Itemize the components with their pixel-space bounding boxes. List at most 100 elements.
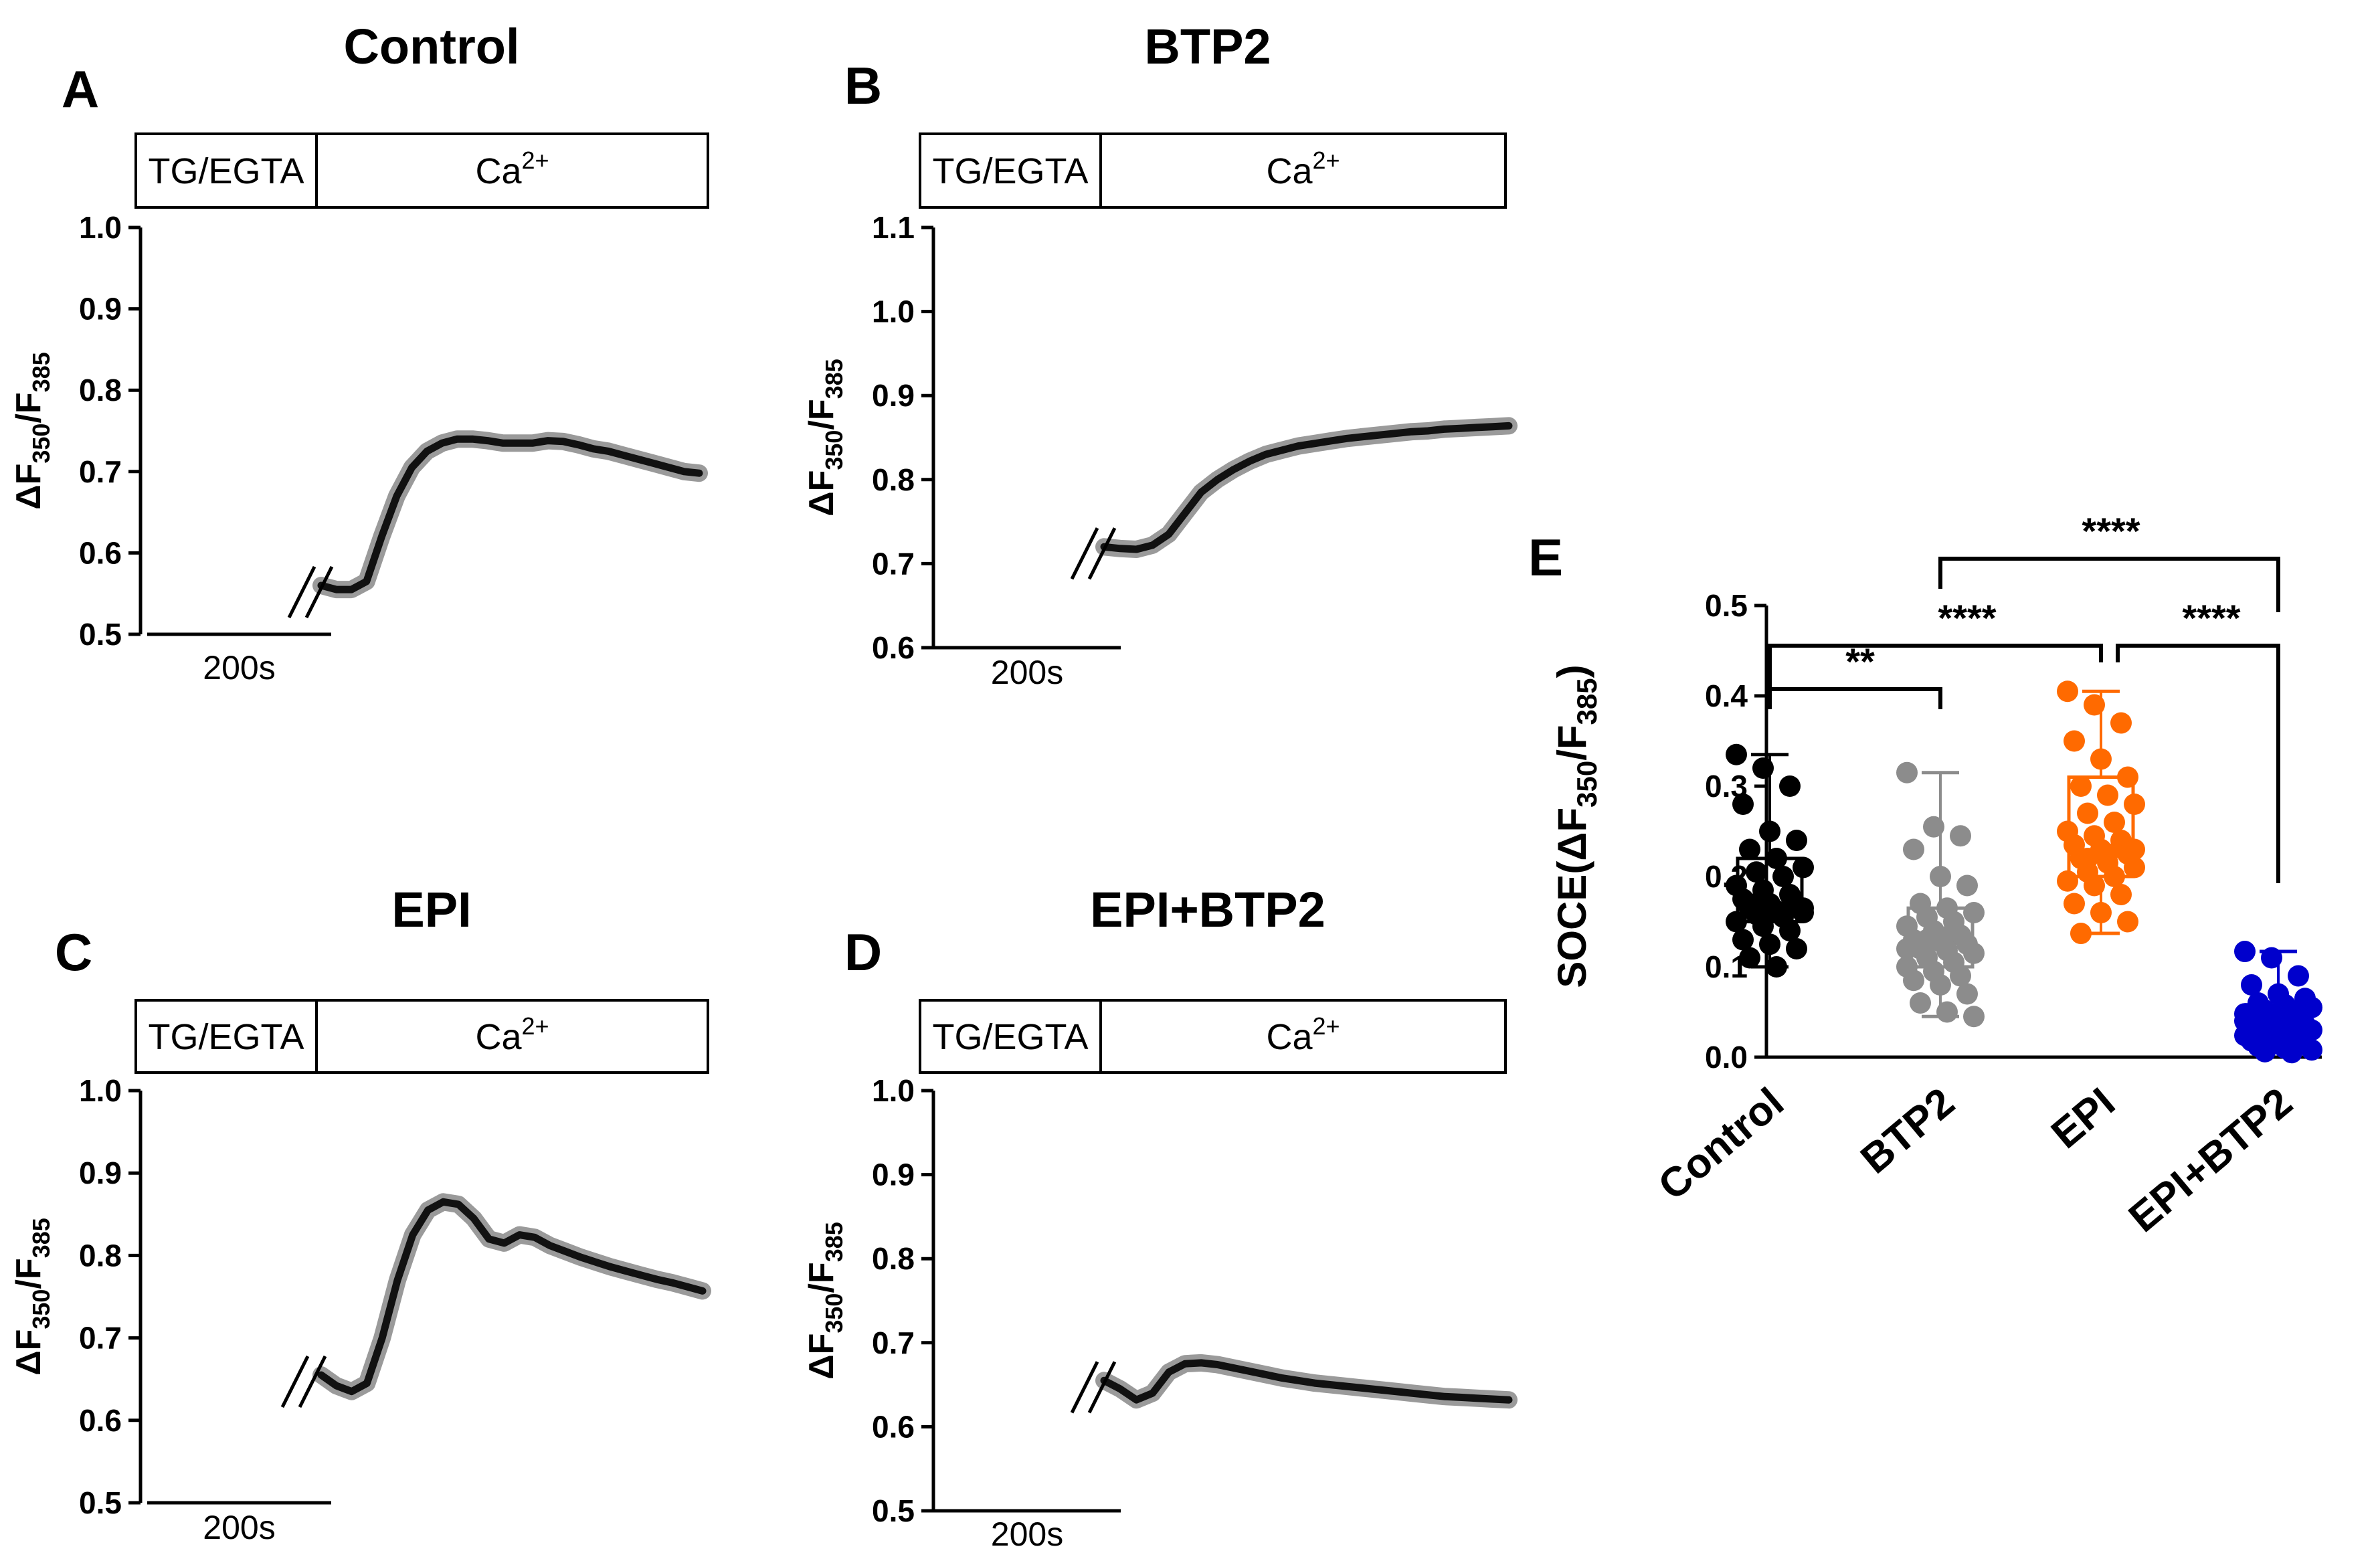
category-label: EPI+BTP2: [2120, 1079, 2301, 1241]
data-point: [2070, 775, 2092, 797]
data-point: [2281, 1042, 2302, 1064]
y-axis-label: ΔF350/F385: [9, 1218, 55, 1376]
protocol-bar: [919, 999, 1507, 1074]
data-point: [2064, 893, 2085, 915]
panel-d: D EPI+BTP2 TG/EGTA Ca2+ 0.5 0.6 0.7 0.8 0.9 1.0 ΔF…: [802, 882, 1518, 1553]
data-point: [1779, 775, 1801, 797]
data-point: [2124, 838, 2145, 860]
data-point: [2077, 848, 2098, 869]
y-label-main: ΔF: [9, 1329, 48, 1376]
significance-label: ****: [2182, 597, 2240, 639]
data-point: [1950, 825, 1971, 847]
panel-title: BTP2: [1144, 19, 1271, 74]
calcium-label-main: Ca: [475, 151, 522, 191]
protocol-label-tg-egta: TG/EGTA: [932, 1017, 1088, 1057]
y-tick-label: 0.9: [872, 1158, 915, 1192]
calcium-label-sup: 2+: [521, 147, 549, 174]
y-label-sub1: 350: [820, 1293, 848, 1333]
panel-c: C EPI TG/EGTA Ca2+ 0.5 0.6 0.7 0.8 0.9 1.0 ΔF350/F…: [9, 882, 711, 1546]
panel-b: B BTP2 TG/EGTA Ca2+ 0.6 0.7 0.8 0.9 1.0 1.1 ΔF350/…: [802, 19, 1518, 691]
data-point: [2097, 843, 2118, 865]
protocol-bar: [134, 132, 709, 209]
y-label-sub2: 385: [820, 359, 848, 399]
y-tick-label: 0.7: [79, 1321, 122, 1356]
y-tick-label: 0.9: [79, 292, 122, 327]
data-point: [1732, 929, 1754, 951]
data-point: [2077, 802, 2098, 824]
data-point: [1930, 974, 1951, 996]
y-label-sub2: 385: [820, 1222, 848, 1262]
data-point: [2234, 941, 2256, 963]
y-tick-label: 0.9: [872, 378, 915, 413]
trace-line: [1100, 422, 1513, 553]
trace-line: [317, 435, 703, 593]
category-label: Control: [1650, 1079, 1793, 1210]
category-label: EPI: [2043, 1079, 2124, 1158]
y-label-main: SOCE(ΔF: [1550, 808, 1594, 988]
calcium-label-main: Ca: [1266, 1017, 1313, 1057]
data-point: [1786, 830, 1807, 851]
data-point: [2097, 784, 2118, 806]
trace-line: [317, 1198, 707, 1396]
data-point: [2241, 974, 2262, 996]
data-point: [1726, 911, 1747, 933]
data-point: [1746, 893, 1767, 915]
panel-letter: A: [62, 60, 99, 118]
y-axis-label: ΔF350/F385: [802, 359, 848, 517]
panel-title: Control: [343, 19, 519, 74]
axis-break-mark: [1070, 1361, 1099, 1414]
protocol-label-calcium: Ca2+: [475, 147, 549, 191]
data-point: [2301, 1039, 2322, 1061]
axis-break-mark: [1087, 1361, 1117, 1414]
data-point: [2110, 884, 2132, 905]
data-point: [1786, 938, 1807, 959]
data-point: [1916, 929, 1938, 951]
data-point: [2084, 694, 2105, 716]
data-point: [1963, 1006, 1985, 1028]
scale-bar-label: 200s: [203, 649, 275, 686]
significance-bracket: [1938, 557, 2280, 612]
data-point: [1903, 838, 1924, 860]
significance-label: ****: [1938, 597, 1996, 639]
data-point: [2057, 680, 2078, 703]
y-tick-label: 0.7: [872, 1325, 915, 1360]
data-point: [2261, 947, 2282, 969]
y-tick-label: 0.8: [872, 1241, 915, 1276]
data-point: [1766, 848, 1787, 869]
y-tick-label: 0.5: [1705, 588, 1748, 623]
data-point: [2234, 1010, 2256, 1032]
category-label: BTP2: [1852, 1079, 1963, 1183]
data-point: [2104, 812, 2125, 833]
y-label-main: ΔF: [9, 464, 48, 510]
data-point: [1759, 933, 1780, 955]
data-point: [1896, 938, 1918, 959]
group-control: [1726, 743, 1814, 978]
y-label-sep: /F: [1550, 725, 1594, 760]
y-label-sub2: 385: [27, 1218, 55, 1258]
y-tick-label: 1.0: [872, 1073, 915, 1108]
y-tick-label: 0.6: [872, 1409, 915, 1444]
protocol-label-tg-egta: TG/EGTA: [148, 1017, 304, 1057]
data-point: [1746, 861, 1767, 883]
y-tick-label: 0.7: [79, 454, 122, 489]
y-tick-label: 0.4: [1705, 678, 1748, 713]
y-tick-label: 1.0: [79, 1073, 122, 1108]
panel-letter: B: [844, 56, 882, 115]
y-tick-label: 0.0: [1705, 1040, 1748, 1075]
data-point: [1963, 902, 1985, 923]
data-point: [2254, 1040, 2276, 1063]
panel-title: EPI+BTP2: [1090, 882, 1325, 937]
data-point: [2090, 902, 2112, 923]
data-point: [2288, 965, 2309, 987]
y-label-sub1: 350: [1571, 761, 1603, 808]
y-label-main: ΔF: [802, 1333, 841, 1380]
data-point: [2110, 712, 2132, 734]
data-point: [1936, 1001, 1958, 1023]
protocol-bar: [919, 132, 1507, 209]
protocol-label-calcium: Ca2+: [475, 1012, 549, 1057]
scale-bar-label: 200s: [991, 654, 1063, 691]
axis-break-mark: [298, 1355, 327, 1408]
y-tick-label: 0.5: [79, 617, 122, 652]
y-tick-label: 0.7: [872, 546, 915, 581]
y-label-sub2: 385: [27, 352, 55, 392]
